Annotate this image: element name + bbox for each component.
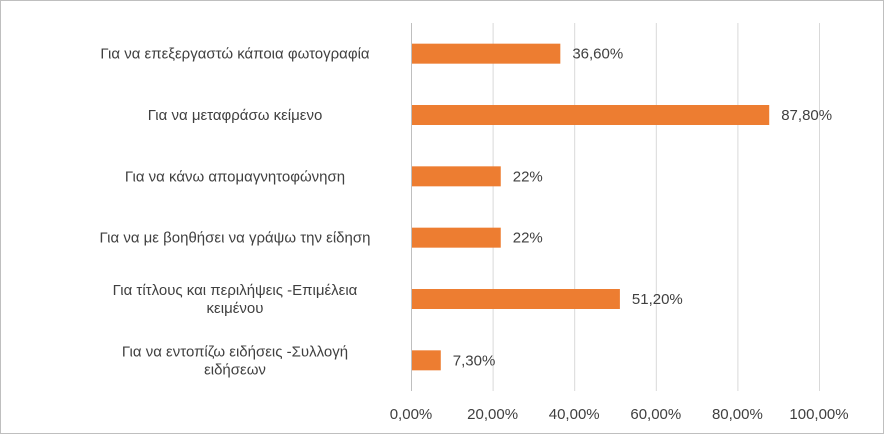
bar — [412, 227, 501, 248]
x-tick-label: 100,00% — [789, 406, 848, 423]
data-label: 22% — [513, 230, 543, 247]
category-label: Για τίτλους και περιλήψεις -Επιμέλεια — [113, 282, 358, 299]
x-tick-label: 0,00% — [390, 406, 433, 423]
bar — [412, 105, 770, 125]
bars — [412, 43, 770, 371]
data-label: 51,20% — [632, 291, 683, 308]
labels: 0,00% 20,00% 40,00% 60,00% 80,00% 100,00% 36,6… — [100, 46, 849, 423]
data-label: 36,60% — [572, 46, 623, 63]
x-tick-label: 80,00% — [712, 406, 763, 423]
bar — [412, 350, 441, 371]
data-label: 22% — [513, 168, 543, 185]
gridlines — [411, 23, 820, 391]
x-tick-label: 60,00% — [630, 406, 681, 423]
data-label: 7,30% — [453, 352, 496, 369]
bar — [412, 289, 620, 309]
category-label: κειμένου — [207, 300, 264, 317]
bar — [412, 166, 501, 187]
category-label: Για να κάνω απομαγνητοφώνηση — [125, 168, 345, 185]
bar — [412, 43, 561, 64]
category-label: Για να με βοηθήσει να γράψω την είδηση — [100, 230, 371, 247]
category-label: ειδήσεων — [204, 361, 266, 378]
category-label: Για να μεταφράσω κείμενο — [148, 107, 323, 124]
x-tick-label: 20,00% — [467, 406, 518, 423]
category-label: Για να επεξεργαστώ κάποια φωτογραφία — [100, 46, 369, 63]
x-tick-label: 40,00% — [549, 406, 600, 423]
data-label: 87,80% — [781, 107, 832, 124]
category-label: Για να εντοπίζω ειδήσεις -Συλλογή — [122, 343, 348, 360]
